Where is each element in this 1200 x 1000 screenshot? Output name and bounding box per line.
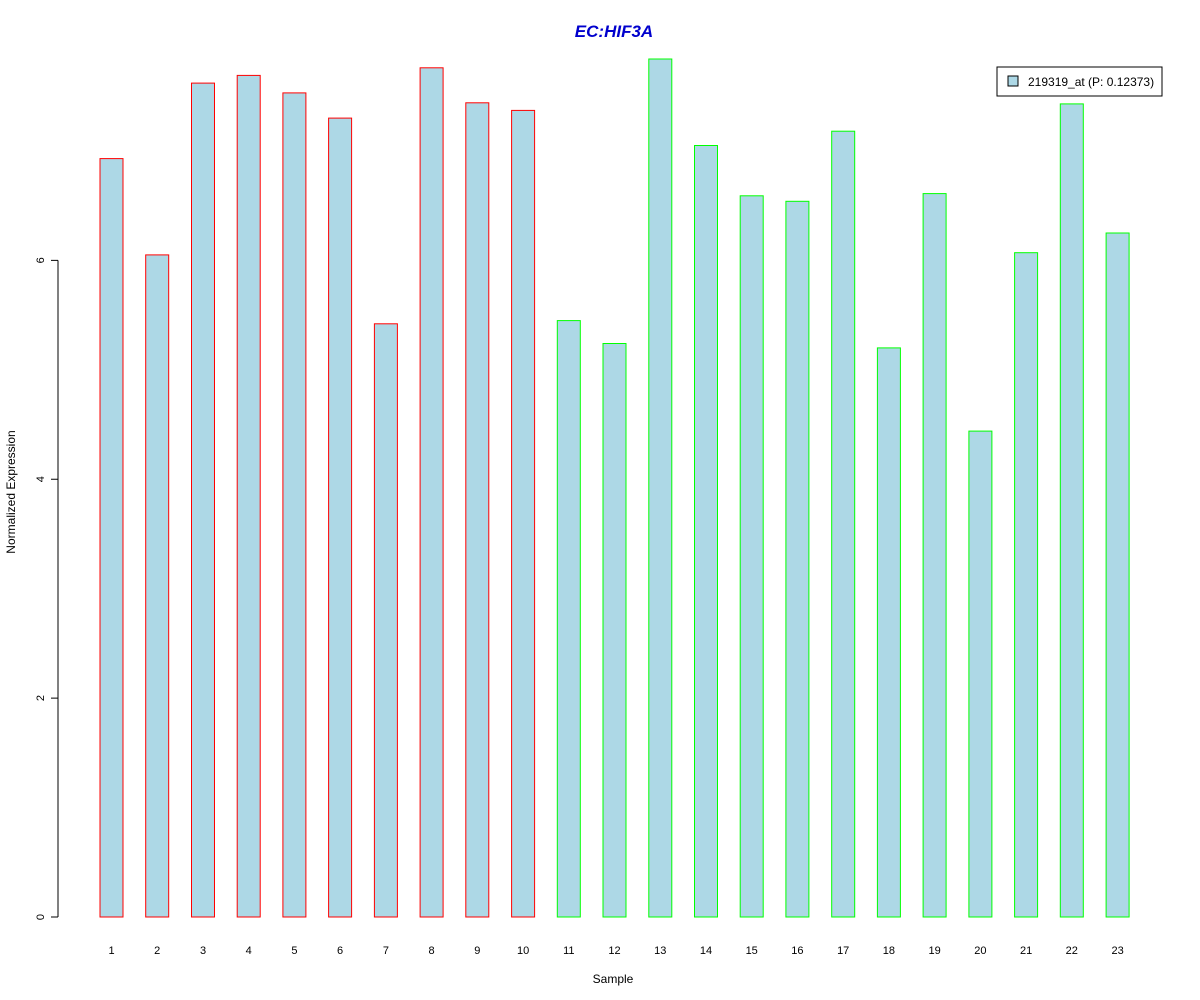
x-tick-label: 14 — [700, 945, 712, 957]
y-tick-label: 2 — [35, 695, 47, 701]
x-tick-label: 17 — [837, 945, 849, 957]
bar-sample-15 — [740, 196, 763, 917]
bars-group — [100, 59, 1129, 917]
bar-sample-5 — [283, 93, 306, 917]
x-tick-label: 2 — [154, 945, 160, 957]
bar-sample-8 — [420, 68, 443, 917]
bar-sample-14 — [695, 146, 718, 918]
x-tick-label: 23 — [1111, 945, 1123, 957]
bar-sample-18 — [877, 348, 900, 917]
x-axis-title: Sample — [593, 972, 634, 986]
bar-sample-13 — [649, 59, 672, 917]
y-tick-label: 4 — [35, 476, 47, 482]
bar-sample-4 — [237, 75, 260, 917]
legend-swatch — [1008, 76, 1018, 86]
x-tick-label: 3 — [200, 945, 206, 957]
x-tick-label: 4 — [246, 945, 252, 957]
bar-sample-12 — [603, 344, 626, 918]
bar-sample-20 — [969, 431, 992, 917]
x-tick-label: 13 — [654, 945, 666, 957]
bar-sample-7 — [374, 324, 397, 917]
x-tick-label: 20 — [974, 945, 986, 957]
x-tick-label: 8 — [429, 945, 435, 957]
x-tick-label: 10 — [517, 945, 529, 957]
y-tick-label: 6 — [35, 257, 47, 263]
bar-sample-9 — [466, 103, 489, 917]
x-tick-label: 5 — [291, 945, 297, 957]
x-tick-label: 6 — [337, 945, 343, 957]
bar-sample-11 — [557, 321, 580, 917]
x-tick-label: 16 — [791, 945, 803, 957]
x-tick-label: 9 — [474, 945, 480, 957]
bar-sample-1 — [100, 159, 123, 917]
bar-sample-21 — [1015, 253, 1038, 917]
bar-sample-2 — [146, 255, 169, 917]
bar-sample-17 — [832, 131, 855, 917]
x-tick-label: 21 — [1020, 945, 1032, 957]
x-tick-label: 22 — [1066, 945, 1078, 957]
bar-sample-16 — [786, 201, 809, 917]
y-axis: 0 2 4 6 — [35, 257, 58, 920]
bar-sample-3 — [192, 83, 215, 917]
chart-title: EC:HIF3A — [575, 22, 653, 41]
y-axis-title: Normalized Expression — [4, 430, 18, 553]
x-tick-label: 7 — [383, 945, 389, 957]
x-tick-label: 18 — [883, 945, 895, 957]
x-tick-label: 1 — [108, 945, 114, 957]
x-tick-label: 12 — [608, 945, 620, 957]
bar-sample-19 — [923, 194, 946, 917]
x-tick-labels: 1 2 3 4 5 6 7 8 9 10 11 12 13 14 15 16 17 18 19 20 21 22 23 — [108, 945, 1123, 957]
legend-label: 219319_at (P: 0.12373) — [1028, 75, 1154, 89]
x-tick-label: 19 — [928, 945, 940, 957]
bar-sample-23 — [1106, 233, 1129, 917]
x-tick-label: 11 — [563, 945, 574, 957]
y-tick-label: 0 — [35, 914, 47, 920]
bar-sample-6 — [329, 118, 352, 917]
x-tick-label: 15 — [746, 945, 758, 957]
legend: 219319_at (P: 0.12373) — [997, 67, 1162, 96]
bar-sample-10 — [512, 110, 535, 917]
bar-sample-22 — [1060, 104, 1083, 917]
